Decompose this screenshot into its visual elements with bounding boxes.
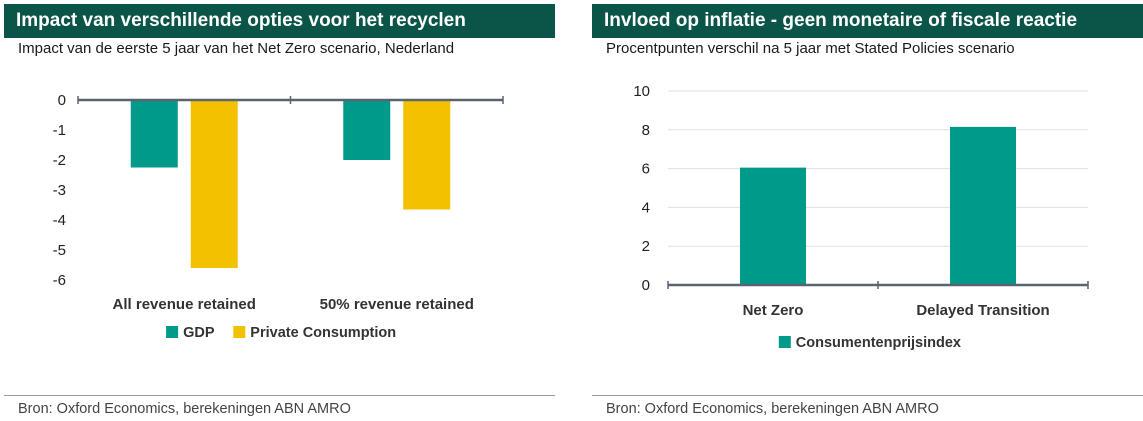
y-tick-label: -4 <box>53 212 66 229</box>
chart-panel-gdp-impact: Impact van verschillende opties voor het… <box>0 0 555 421</box>
bar-private-consumption <box>403 100 451 210</box>
bar-gdp <box>343 100 391 160</box>
bar-consumentenprijsindex <box>740 167 806 285</box>
y-tick-label: -1 <box>53 122 66 139</box>
panel-subtitle: Impact van de eerste 5 jaar van het Net … <box>18 40 455 57</box>
source-note: Bron: Oxford Economics, berekeningen ABN… <box>18 401 351 417</box>
legend-swatch <box>233 326 246 338</box>
bar-private-consumption <box>190 100 238 268</box>
panel-title: Invloed op inflatie - geen monetaire of … <box>592 4 1143 38</box>
legend-label: Consumentenprijsindex <box>796 335 961 351</box>
y-tick-label: -6 <box>53 272 66 289</box>
y-tick-label: -2 <box>53 152 66 169</box>
bar-chart-gdp-consumption: 0 -1 -2 -3 -4 -5 -6 All revenue retained 50% rev… <box>53 92 504 341</box>
bar-gdp <box>130 100 178 168</box>
y-tick-label: 2 <box>642 238 650 255</box>
y-tick-label: 6 <box>642 161 650 178</box>
panel-subtitle: Procentpunten verschil na 5 jaar met Sta… <box>606 40 1015 57</box>
legend-label: GDP <box>183 325 215 341</box>
y-tick-label: 10 <box>633 83 650 100</box>
y-tick-label: 0 <box>642 277 650 294</box>
legend-label: Private Consumption <box>250 325 396 341</box>
category-label: Delayed Transition <box>916 302 1049 319</box>
y-tick-label: 0 <box>58 92 66 109</box>
y-tick-label: -5 <box>53 242 66 259</box>
divider <box>592 395 1143 396</box>
chart-panel-inflation: Invloed op inflatie - geen monetaire of … <box>588 0 1143 421</box>
bar-chart-cpi: 0 2 4 6 8 10 Net Zero Delayed Transition Consume… <box>633 83 1089 351</box>
legend-swatch <box>778 336 791 348</box>
y-tick-label: 4 <box>642 199 650 216</box>
y-tick-label: 8 <box>642 122 650 139</box>
category-label: Net Zero <box>743 302 804 319</box>
source-note: Bron: Oxford Economics, berekeningen ABN… <box>606 401 939 417</box>
divider <box>4 395 555 396</box>
y-tick-label: -3 <box>53 182 66 199</box>
category-label: 50% revenue retained <box>320 296 474 313</box>
panel-title: Impact van verschillende opties voor het… <box>4 4 555 38</box>
category-label: All revenue retained <box>113 296 256 313</box>
legend-swatch <box>166 326 179 338</box>
bar-consumentenprijsindex <box>950 126 1016 285</box>
